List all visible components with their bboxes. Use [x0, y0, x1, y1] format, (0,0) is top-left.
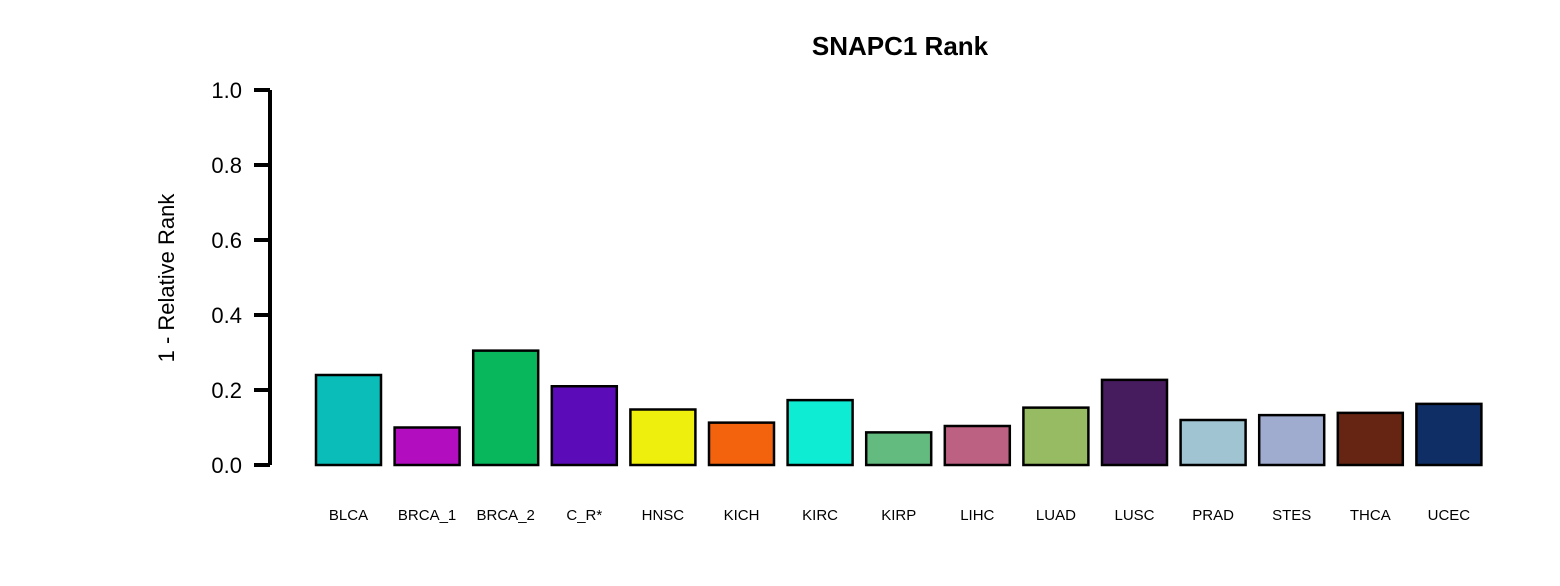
bar-kich [707, 421, 776, 467]
bar-stes [1257, 413, 1326, 467]
bar-lihc [943, 424, 1012, 467]
x-tick-label: BRCA_1 [398, 507, 456, 524]
bars [314, 349, 1483, 467]
bar-blca [314, 373, 383, 467]
bar-kirc [786, 398, 854, 467]
bar-kirp [864, 431, 933, 467]
bar-brca-2 [471, 349, 540, 467]
y-tick-label: 0.2 [211, 378, 242, 403]
bar-luad [1022, 406, 1090, 467]
bar-thca [1336, 411, 1405, 467]
x-tick-label: KICH [724, 507, 760, 524]
x-tick-label: LUSC [1114, 507, 1154, 524]
x-tick-label: STES [1272, 507, 1311, 524]
x-tick-label: HNSC [642, 507, 685, 524]
bar-c-r [550, 385, 619, 467]
x-tick-label: KIRC [802, 507, 838, 524]
x-tick-label: LIHC [960, 507, 994, 524]
bar-ucec [1415, 402, 1483, 467]
chart-title: SNAPC1 Rank [812, 31, 989, 61]
x-tick-label: UCEC [1428, 507, 1471, 524]
y-tick-label: 0.0 [211, 453, 242, 478]
y-tick-label: 1.0 [211, 78, 242, 103]
x-tick-label: KIRP [881, 507, 916, 524]
y-axis: 0.0 0.2 0.4 0.6 0.8 1.0 [211, 78, 272, 478]
x-tick-label: THCA [1350, 507, 1391, 524]
x-axis-tick-labels: BLCA BRCA_1 BRCA_2 C_R* HNSC KICH KIRC KIRP LIHC… [329, 507, 1470, 524]
y-tick-label: 0.6 [211, 228, 242, 253]
y-tick-label: 0.4 [211, 303, 242, 328]
x-tick-label: C_R* [566, 507, 602, 524]
x-tick-label: BRCA_2 [477, 507, 535, 524]
bar-hnsc [629, 408, 697, 467]
bar-lusc [1100, 378, 1169, 467]
bar-prad [1179, 418, 1247, 467]
x-tick-label: LUAD [1036, 507, 1076, 524]
y-axis-label: 1 - Relative Rank [154, 193, 179, 363]
y-tick-label: 0.8 [211, 153, 242, 178]
x-tick-label: PRAD [1192, 507, 1234, 524]
x-tick-label: BLCA [329, 507, 368, 524]
bar-brca-1 [393, 426, 461, 467]
